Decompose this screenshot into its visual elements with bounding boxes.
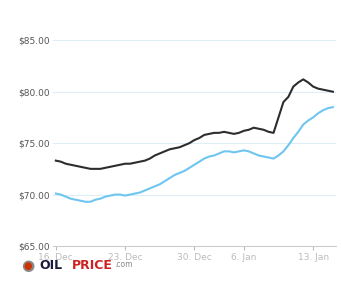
Text: ●: ●	[21, 258, 34, 273]
Text: ●: ●	[23, 260, 31, 271]
Text: .com: .com	[114, 260, 133, 269]
Text: OIL: OIL	[39, 259, 62, 272]
Text: PRICE: PRICE	[72, 259, 113, 272]
